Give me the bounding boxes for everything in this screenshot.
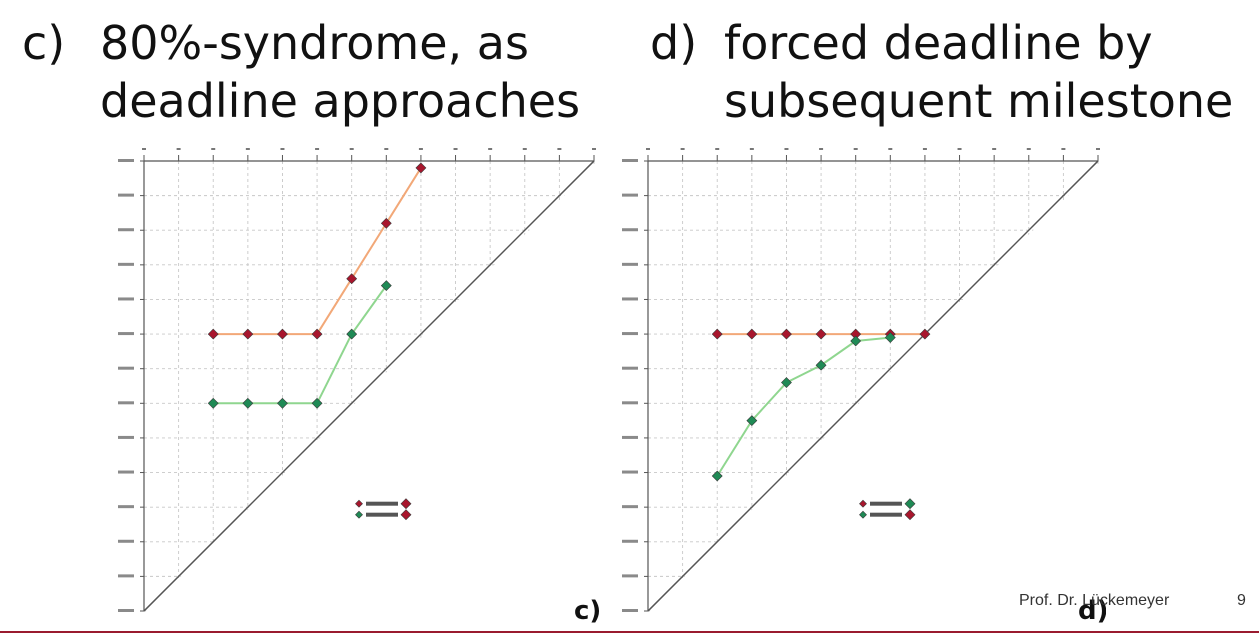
y-tick-label	[622, 435, 638, 439]
heading-c-line2: deadline approaches	[100, 74, 581, 128]
data-point	[781, 377, 792, 388]
y-tick-label	[622, 297, 638, 301]
y-tick-label	[118, 609, 134, 612]
legend-label	[870, 512, 902, 517]
y-tick-label	[622, 539, 638, 543]
deadline-diagonal	[647, 160, 1099, 612]
data-point	[815, 328, 827, 340]
deadline-diagonal	[143, 160, 595, 612]
y-tick-label	[622, 193, 638, 197]
data-point	[311, 397, 323, 409]
y-tick-label	[118, 539, 134, 543]
y-tick-label	[118, 193, 134, 197]
panel-label: d)	[1078, 596, 1106, 625]
heading-d-line2: subsequent milestone	[724, 74, 1234, 128]
data-point	[746, 415, 758, 427]
y-tick-label	[622, 609, 638, 612]
legend-marker	[355, 499, 363, 508]
data-point	[815, 359, 827, 371]
legend-label	[366, 512, 398, 517]
y-tick-label	[622, 332, 638, 336]
page-number: 9	[1237, 592, 1246, 609]
y-tick-label	[622, 262, 638, 266]
panel-label: c)	[574, 596, 601, 625]
data-point	[380, 280, 392, 292]
y-tick-label	[622, 159, 638, 162]
y-tick-label	[118, 505, 134, 509]
y-tick-label	[118, 262, 134, 266]
data-point	[711, 470, 723, 482]
y-tick-label	[622, 366, 638, 370]
data-point	[207, 397, 219, 409]
data-point	[346, 273, 358, 285]
data-point	[380, 217, 392, 229]
data-point	[311, 328, 323, 340]
legend-marker	[859, 499, 867, 508]
legend-swatch	[400, 509, 412, 521]
chart-panel-d: d)	[622, 148, 1106, 625]
data-point	[242, 328, 254, 340]
chart-panel-c: c)	[118, 148, 601, 625]
legend-label	[870, 501, 902, 506]
diagonal-mask	[649, 162, 1102, 612]
y-tick-label	[118, 574, 134, 578]
y-tick-label	[118, 228, 134, 232]
y-tick-label	[118, 297, 134, 301]
data-point	[415, 162, 427, 174]
data-point	[242, 397, 254, 409]
data-point	[277, 397, 288, 409]
legend-marker	[355, 510, 363, 519]
data-point	[884, 332, 896, 343]
legend-swatch	[400, 498, 412, 510]
series-line	[716, 336, 891, 477]
data-point	[207, 328, 219, 340]
data-point	[781, 328, 792, 340]
y-tick-label	[622, 401, 638, 405]
y-tick-label	[622, 470, 638, 474]
data-point	[346, 328, 358, 340]
heading-c-line1: 80%-syndrome, as	[100, 16, 529, 70]
legend-swatch	[904, 498, 916, 510]
heading-c: c) 80%-syndrome, as deadline approaches	[22, 14, 622, 134]
heading-d-letter: d)	[650, 16, 698, 70]
series-line	[213, 285, 388, 405]
y-tick-label	[118, 159, 134, 162]
y-tick-label	[118, 470, 134, 474]
y-tick-label	[622, 574, 638, 578]
y-tick-label	[118, 435, 134, 439]
data-point	[919, 328, 931, 340]
y-tick-label	[118, 366, 134, 370]
heading-d: d) forced deadline by subsequent milesto…	[650, 14, 1259, 134]
footer-rule	[0, 631, 1259, 633]
data-point	[711, 328, 723, 340]
legend-swatch	[904, 509, 916, 521]
y-tick-label	[622, 228, 638, 232]
footer-author: Prof. Dr. Lückemeyer	[1019, 592, 1170, 609]
heading-c-letter: c)	[22, 16, 66, 70]
heading-d-line1: forced deadline by	[724, 16, 1153, 70]
data-point	[746, 328, 758, 340]
legend-label	[366, 501, 398, 506]
y-tick-label	[118, 401, 134, 405]
diagonal-mask	[145, 162, 598, 612]
y-tick-label	[622, 505, 638, 509]
legend-marker	[859, 510, 867, 519]
y-tick-label	[118, 332, 134, 336]
data-point	[850, 335, 862, 347]
data-point	[277, 328, 288, 340]
